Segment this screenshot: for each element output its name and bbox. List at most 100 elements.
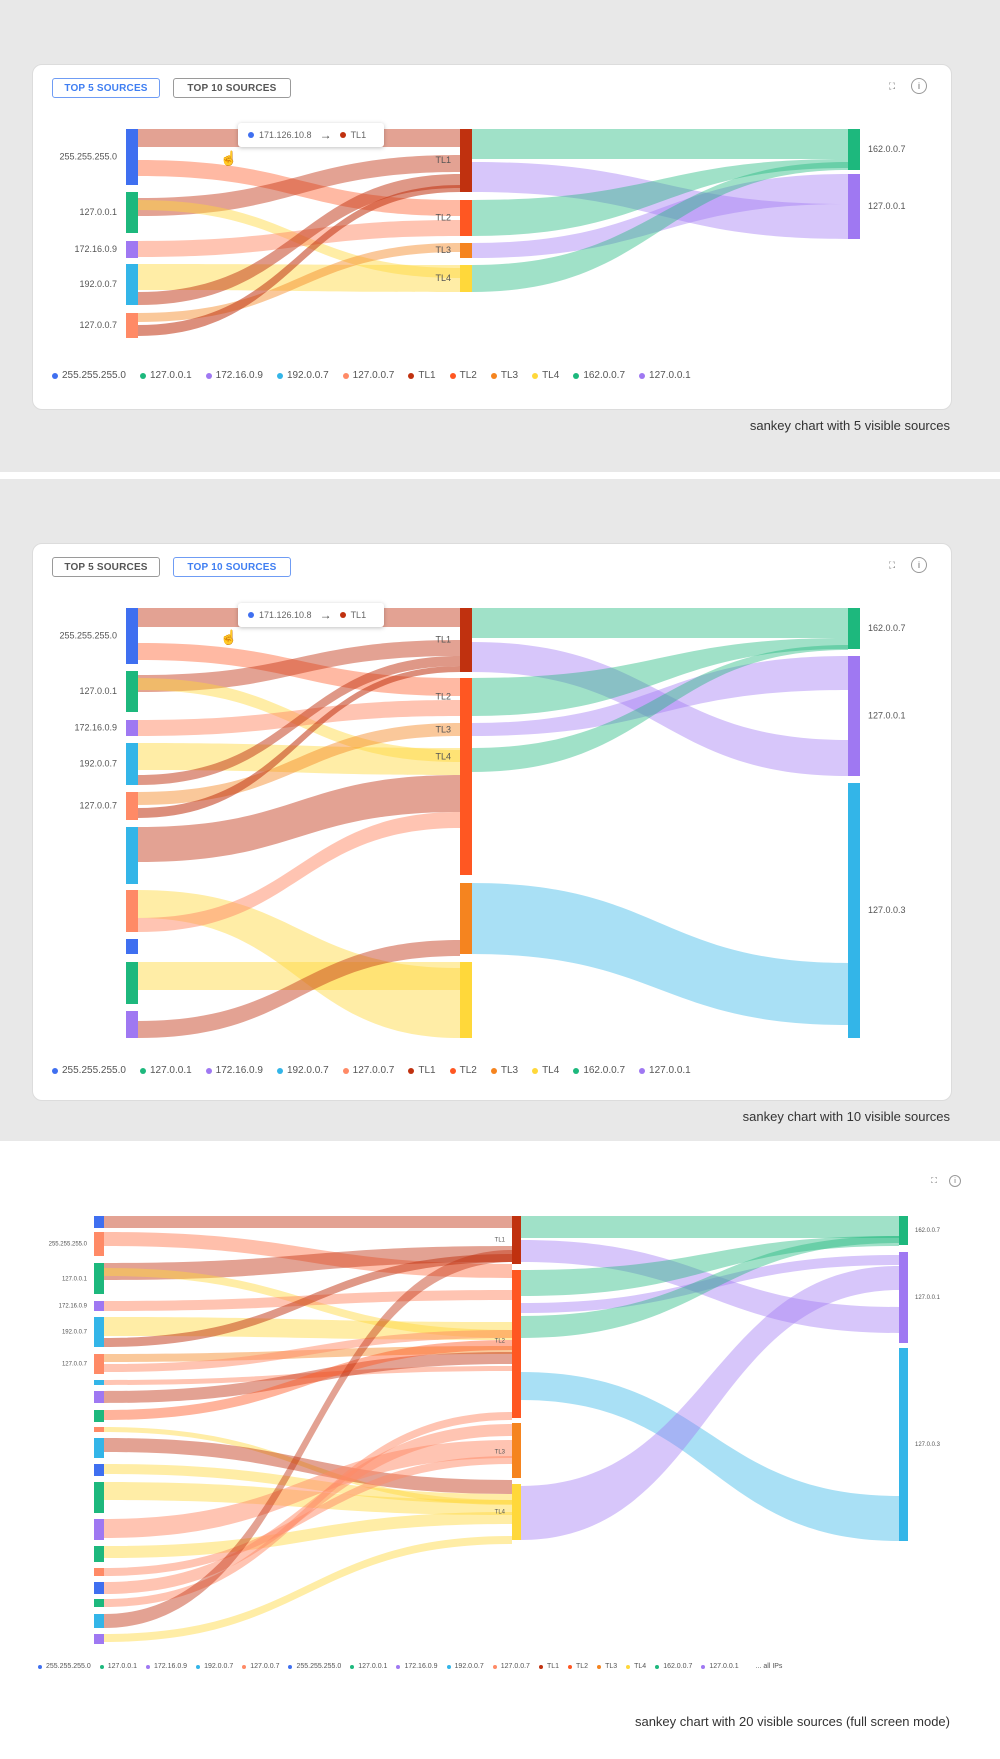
sankey-link[interactable] xyxy=(472,162,848,292)
legend-item[interactable]: 172.16.0.9 xyxy=(396,1663,438,1670)
source-node[interactable] xyxy=(94,1380,104,1385)
sankey-link[interactable] xyxy=(472,642,848,776)
middle-node[interactable] xyxy=(512,1270,521,1418)
legend-item[interactable]: 255.255.255.0 xyxy=(52,1065,126,1076)
source-node[interactable] xyxy=(94,1519,104,1540)
source-node[interactable] xyxy=(94,1232,104,1256)
sankey-link[interactable] xyxy=(104,1427,512,1505)
middle-node[interactable] xyxy=(460,265,472,292)
source-node[interactable] xyxy=(94,1464,104,1476)
sankey-link[interactable] xyxy=(138,155,460,216)
source-node[interactable] xyxy=(94,1438,104,1458)
dest-node[interactable] xyxy=(848,783,860,1038)
legend-item[interactable]: 127.0.0.1 xyxy=(139,1065,192,1076)
legend-item[interactable]: 127.0.0.1 xyxy=(99,1663,137,1670)
sankey-link[interactable] xyxy=(138,640,460,692)
sankey-link[interactable] xyxy=(138,890,460,1038)
sankey-link[interactable] xyxy=(104,1440,512,1538)
source-node[interactable] xyxy=(126,264,138,305)
legend-item[interactable]: TL2 xyxy=(568,1663,588,1670)
dest-node[interactable] xyxy=(848,656,860,776)
source-node[interactable] xyxy=(94,1634,104,1644)
sankey-link[interactable] xyxy=(104,1366,512,1385)
source-node[interactable] xyxy=(94,1354,104,1374)
source-node[interactable] xyxy=(126,1011,138,1038)
middle-node[interactable] xyxy=(460,129,472,192)
sankey-link[interactable] xyxy=(104,1352,512,1403)
legend-item[interactable]: TL1 xyxy=(408,370,436,381)
sankey-link[interactable] xyxy=(521,1236,899,1338)
legend-item[interactable]: TL3 xyxy=(490,1065,518,1076)
sankey-link[interactable] xyxy=(521,1216,899,1238)
middle-node[interactable] xyxy=(460,200,472,236)
legend-item[interactable]: 127.0.0.7 xyxy=(342,370,394,381)
legend-item[interactable]: 127.0.0.1 xyxy=(639,1065,691,1076)
legend-item[interactable]: 172.16.0.9 xyxy=(205,370,263,381)
sankey-link[interactable] xyxy=(521,1236,899,1296)
middle-node[interactable] xyxy=(460,243,472,258)
legend-item[interactable]: TL2 xyxy=(449,1065,477,1076)
sankey-link[interactable] xyxy=(138,666,460,818)
source-node[interactable] xyxy=(126,192,138,233)
sankey-link[interactable] xyxy=(472,883,848,1025)
source-node[interactable] xyxy=(94,1427,104,1432)
info-icon[interactable]: i xyxy=(911,78,927,94)
source-node[interactable] xyxy=(94,1263,104,1294)
sankey-link[interactable] xyxy=(521,1240,899,1333)
legend-item[interactable]: 255.255.255.0 xyxy=(38,1663,91,1670)
sankey-link[interactable] xyxy=(472,608,848,638)
middle-node[interactable] xyxy=(460,883,472,954)
dest-node[interactable] xyxy=(899,1216,908,1245)
sankey-link[interactable] xyxy=(521,1266,899,1540)
source-node[interactable] xyxy=(94,1391,104,1403)
middle-node[interactable] xyxy=(512,1484,521,1540)
legend-item[interactable]: 127.0.0.7 xyxy=(342,1065,394,1076)
middle-node[interactable] xyxy=(460,962,472,1038)
legend-item[interactable]: TL1 xyxy=(538,1663,559,1670)
sankey-link[interactable] xyxy=(138,940,460,1038)
dest-node[interactable] xyxy=(848,608,860,649)
source-node[interactable] xyxy=(126,827,138,884)
middle-node[interactable] xyxy=(460,678,472,875)
source-node[interactable] xyxy=(126,743,138,785)
sankey-link[interactable] xyxy=(521,1372,899,1541)
source-node[interactable] xyxy=(94,1582,104,1594)
legend-item[interactable]: 162.0.0.7 xyxy=(573,370,625,381)
legend-item[interactable]: 192.0.0.7 xyxy=(196,1663,233,1670)
sankey-link[interactable] xyxy=(104,1512,512,1558)
legend-item[interactable]: 192.0.0.7 xyxy=(276,1065,329,1076)
source-node[interactable] xyxy=(126,129,138,185)
legend-item[interactable]: TL4 xyxy=(532,370,559,381)
sankey-link[interactable] xyxy=(104,1340,512,1420)
legend-item[interactable]: TL1 xyxy=(408,1065,436,1076)
legend-item[interactable]: 172.16.0.9 xyxy=(145,1663,187,1670)
middle-node[interactable] xyxy=(512,1216,521,1264)
sankey-link[interactable] xyxy=(472,638,848,716)
sankey-link[interactable] xyxy=(104,1456,512,1576)
source-node[interactable] xyxy=(94,1410,104,1422)
legend-item[interactable]: 255.255.255.0 xyxy=(52,370,126,381)
source-node[interactable] xyxy=(126,962,138,1004)
info-icon[interactable]: i xyxy=(949,1175,961,1187)
sankey-link[interactable] xyxy=(138,243,460,322)
sankey-link[interactable] xyxy=(472,656,848,736)
sankey-link[interactable] xyxy=(104,1412,512,1607)
expand-icon[interactable]: ⛶ xyxy=(888,559,896,570)
dest-node[interactable] xyxy=(899,1348,908,1541)
middle-node[interactable] xyxy=(460,608,472,672)
sankey-link[interactable] xyxy=(472,162,848,239)
sankey-link[interactable] xyxy=(104,1482,512,1515)
sankey-link[interactable] xyxy=(138,174,460,305)
sankey-link[interactable] xyxy=(472,645,848,772)
legend-item[interactable]: 192.0.0.7 xyxy=(446,1663,484,1670)
source-node[interactable] xyxy=(126,671,138,712)
legend-item[interactable]: TL2 xyxy=(449,370,477,381)
legend-item[interactable]: 127.0.0.1 xyxy=(139,370,192,381)
source-node[interactable] xyxy=(94,1216,104,1228)
legend-item[interactable]: 255.255.255.0 xyxy=(288,1663,341,1670)
source-node[interactable] xyxy=(94,1301,104,1311)
legend-item[interactable]: TL4 xyxy=(626,1663,646,1670)
legend-item[interactable]: 127.0.0.1 xyxy=(701,1663,739,1670)
source-node[interactable] xyxy=(94,1482,104,1513)
legend-item[interactable]: TL3 xyxy=(597,1663,617,1670)
